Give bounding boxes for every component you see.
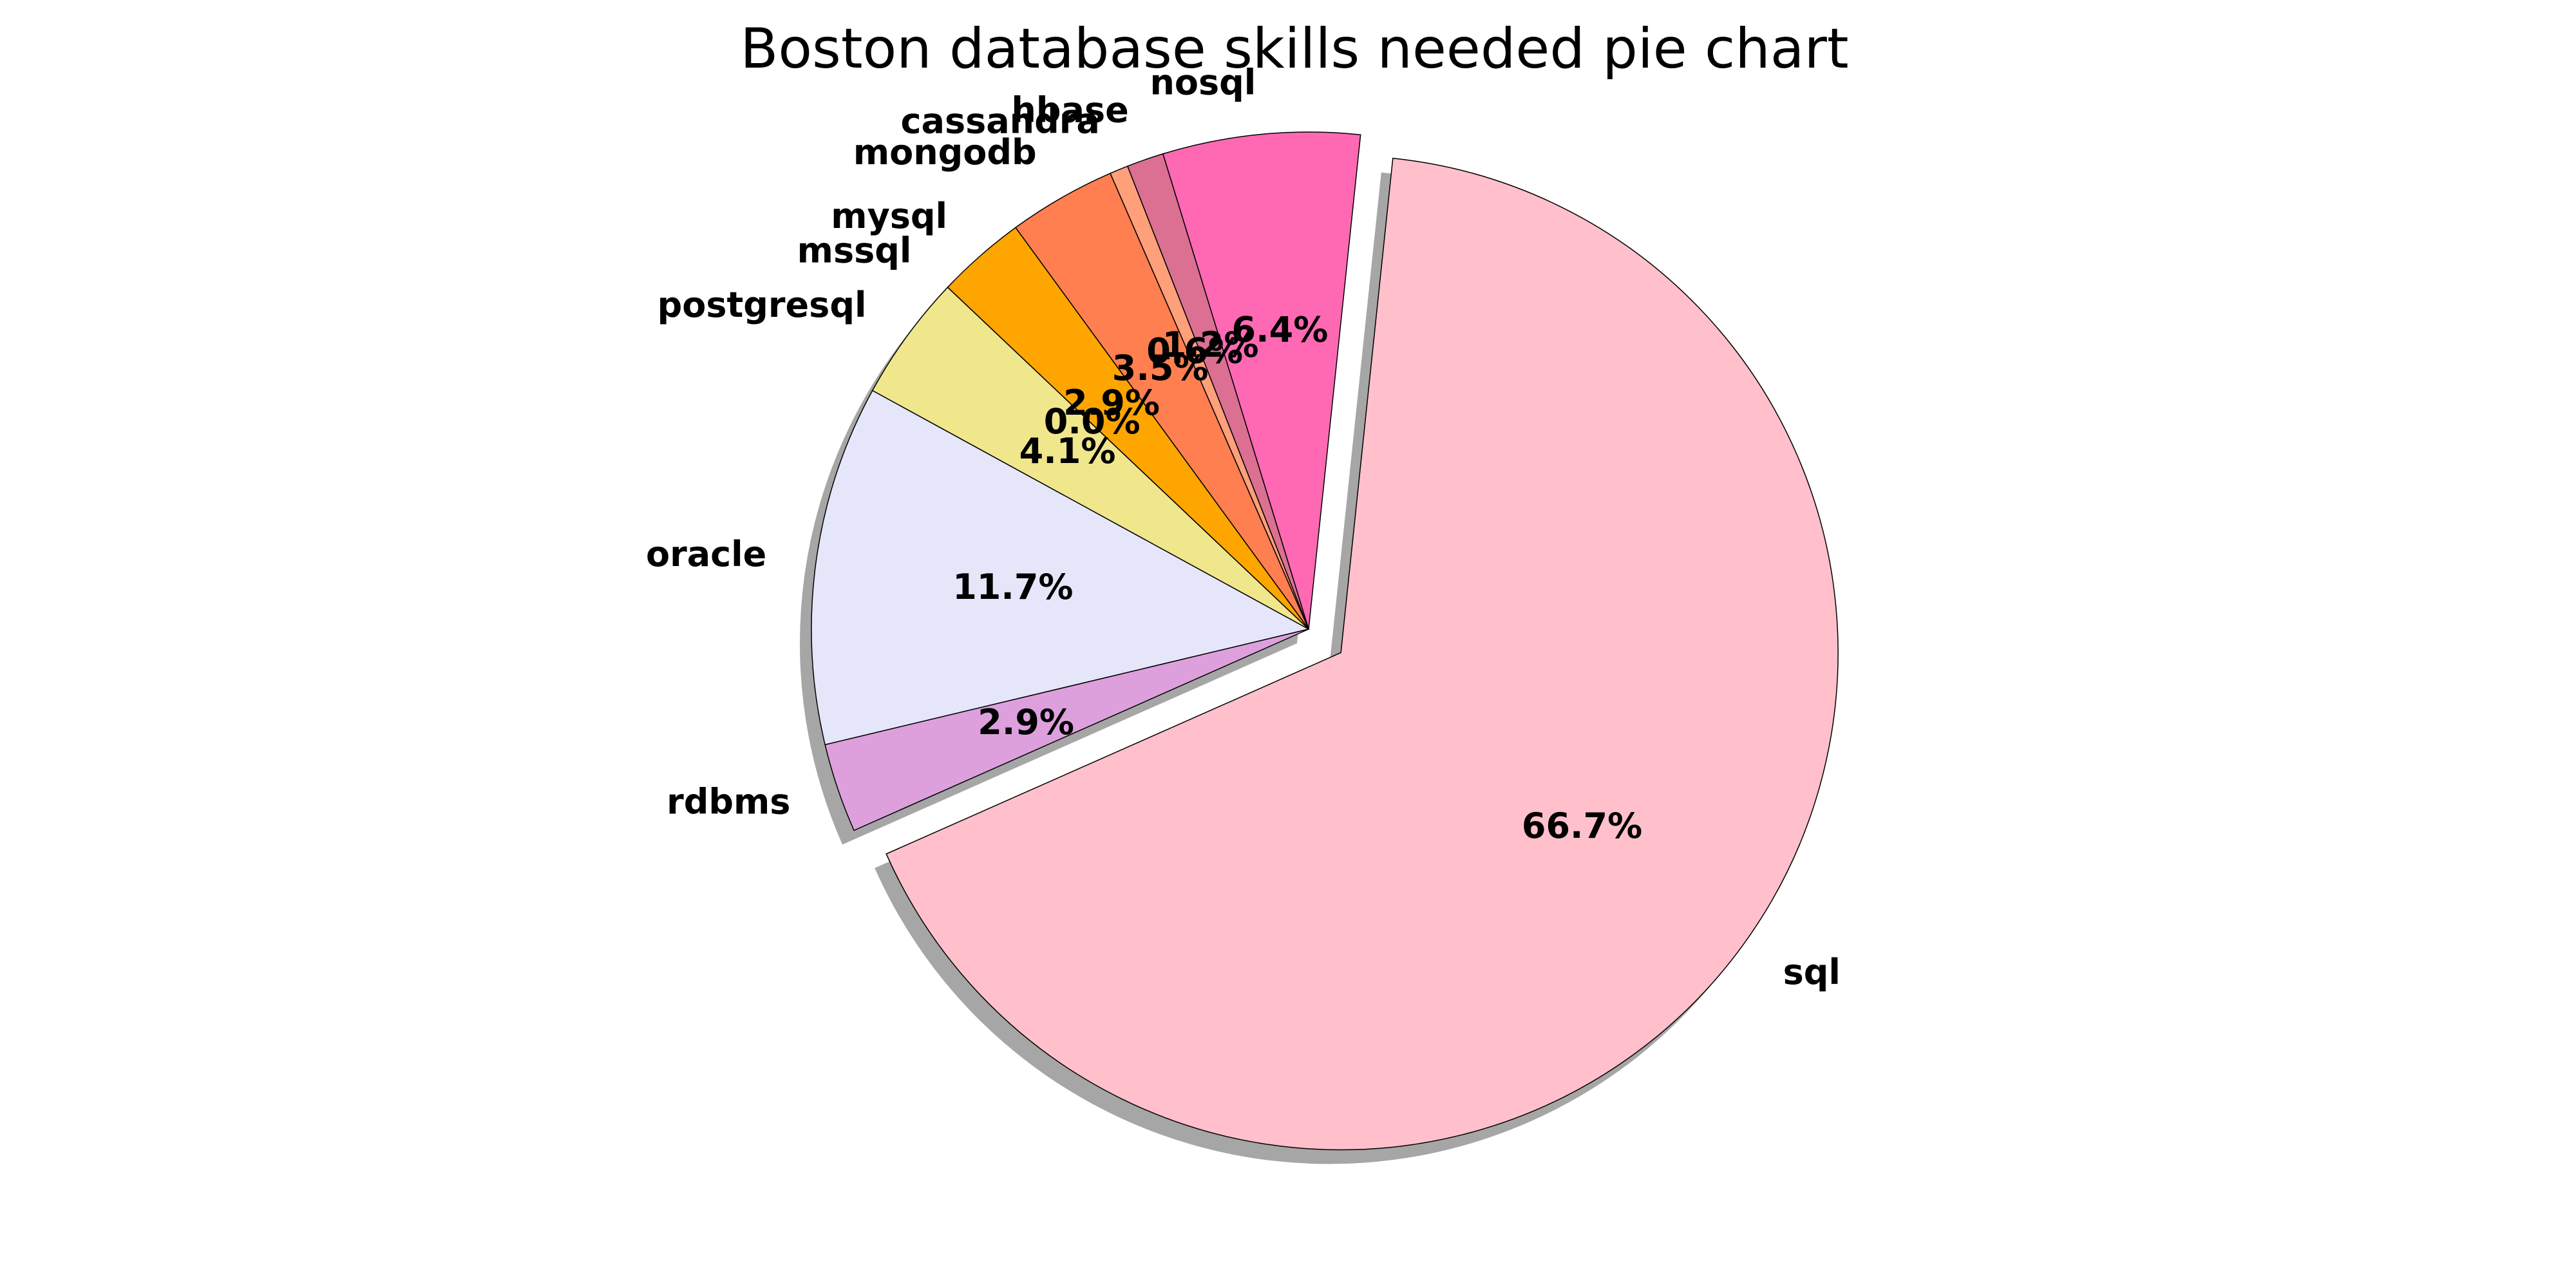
slice-pct-oracle: 11.7% [952,567,1073,607]
slice-sql [886,157,1839,1151]
slice-pct-hbase: 1.2% [1162,325,1259,365]
slice-oracle [811,390,1311,746]
chart-title: Boston database skills needed pie chart [740,17,1848,81]
slice-pct-postgresql: 4.1% [1019,431,1116,471]
pie-label-layer: nosql 6.4% hbase 1.2% cassandra 0.6% mongodb 3.… [646,62,1841,992]
slice-label-postgresql: postgresql [658,285,867,325]
slice-pct-mongodb: 3.5% [1112,348,1209,388]
slice-label-mongodb: mongodb [853,132,1037,173]
slice-label-hbase: hbase [1011,90,1128,131]
slice-pct-sql: 66.7% [1522,806,1642,846]
slice-rdbms [824,629,1309,831]
slice-label-cassandra: cassandra [901,101,1100,142]
slice-pct-nosql: 6.4% [1232,310,1329,350]
slice-label-sql: sql [1783,952,1841,992]
slice-label-mysql: mysql [831,196,947,236]
slice-postgresql [871,287,1309,630]
slice-nosql [1162,131,1361,630]
slice-pct-rdbms: 2.9% [978,702,1074,742]
slice-label-oracle: oracle [646,534,766,574]
slice-pct-mysql: 2.9% [1063,383,1160,423]
slice-label-rdbms: rdbms [667,781,790,822]
slice-label-nosql: nosql [1150,62,1256,102]
slice-pct-cassandra: 0.6% [1146,331,1243,372]
slice-pct-mssql: 0.0% [1044,401,1141,442]
pie-slice-layer [811,131,1839,1151]
slice-label-mssql: mssql [797,231,912,271]
